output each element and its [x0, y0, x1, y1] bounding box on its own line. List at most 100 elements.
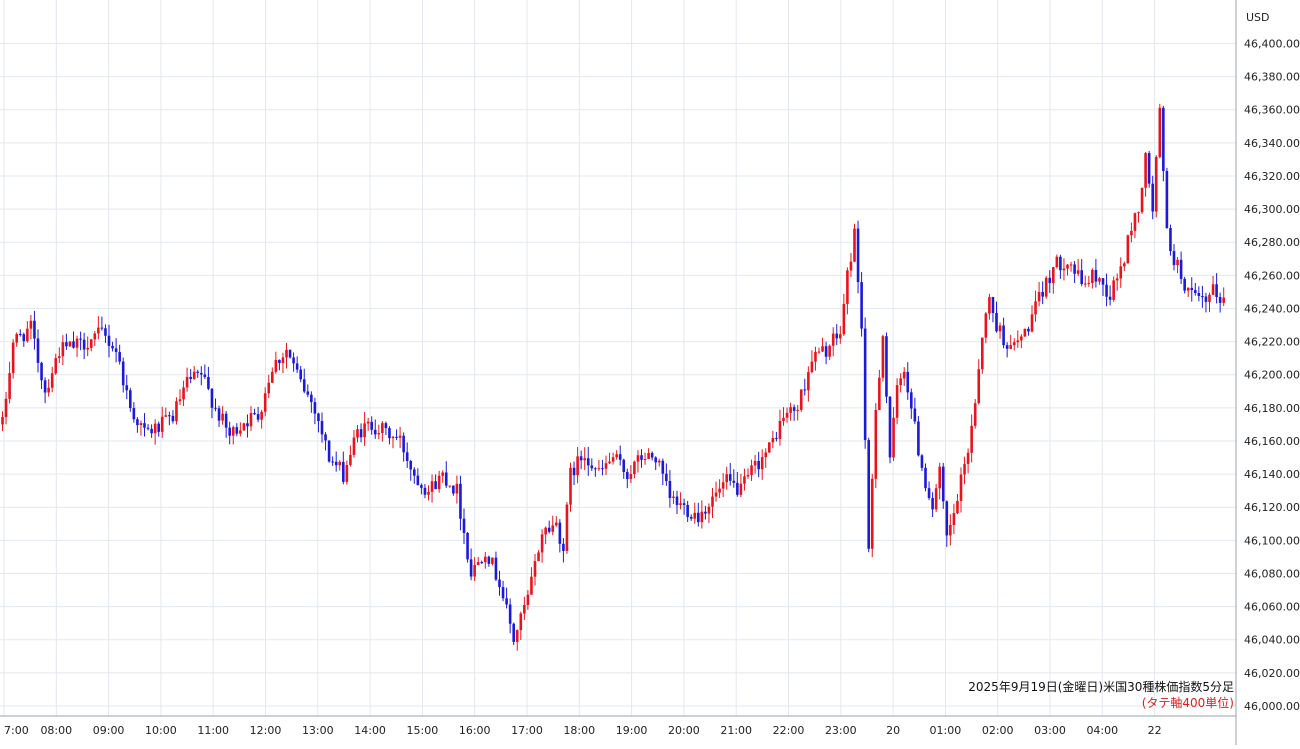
candle	[952, 503, 956, 535]
candle-body	[537, 552, 540, 562]
candle	[164, 407, 168, 418]
candle	[945, 500, 949, 547]
candle-body	[750, 465, 753, 475]
candle	[512, 622, 515, 646]
candle	[86, 336, 89, 357]
candle	[732, 469, 736, 488]
candle-body	[1215, 284, 1218, 298]
candle	[405, 442, 409, 468]
grid	[0, 0, 1236, 716]
candle-body	[473, 565, 476, 577]
candle-body	[338, 461, 342, 466]
candle-body	[881, 336, 885, 378]
candle-body	[977, 369, 981, 404]
candle	[594, 467, 597, 477]
candle	[498, 570, 501, 596]
candle	[36, 329, 40, 373]
candle-body	[949, 524, 952, 536]
time-tick-label: 11:00	[197, 724, 229, 737]
candle	[317, 412, 320, 433]
candle-body	[576, 456, 579, 476]
candle-body	[281, 357, 285, 364]
candle-body	[679, 503, 682, 506]
candle-body	[420, 485, 423, 488]
candle	[192, 366, 196, 380]
candle-body	[590, 465, 594, 469]
candle-body	[1, 417, 4, 425]
candle-body	[856, 228, 860, 283]
candle	[533, 554, 537, 586]
candle-body	[1208, 294, 1211, 302]
candle	[824, 341, 828, 365]
candle-body	[22, 334, 26, 342]
candle	[931, 492, 934, 518]
price-tick-label: 46,020.00	[1244, 667, 1300, 680]
candle	[924, 463, 927, 492]
time-tick-label: 23:00	[825, 724, 857, 737]
candle-body	[65, 342, 68, 347]
candle-body	[118, 352, 121, 362]
candle-body	[235, 427, 239, 434]
candle-body	[1027, 328, 1030, 332]
candle	[775, 431, 778, 442]
candle	[427, 485, 430, 501]
candle-body	[1055, 256, 1059, 268]
candle	[363, 411, 366, 446]
candle-body	[1041, 291, 1044, 297]
candle	[682, 498, 686, 515]
candle	[1179, 251, 1183, 285]
candle-body	[849, 261, 853, 271]
candle	[50, 366, 54, 393]
candle-body	[796, 409, 799, 411]
candle	[721, 473, 725, 498]
candle	[750, 459, 753, 481]
candle	[455, 475, 459, 504]
candle-body	[1154, 156, 1158, 212]
candle	[8, 361, 11, 404]
candle-body	[1151, 183, 1154, 212]
candle-body	[430, 481, 434, 492]
candle	[278, 359, 281, 371]
candle-body	[1069, 264, 1073, 266]
candle	[501, 580, 505, 602]
candle-body	[693, 512, 697, 519]
candle	[842, 293, 846, 336]
candle	[998, 322, 1002, 339]
candle	[306, 384, 310, 398]
candle-body	[249, 413, 253, 427]
candle	[508, 598, 512, 634]
candle-body	[434, 481, 437, 490]
candle-body	[867, 440, 870, 549]
candle-body	[423, 487, 427, 495]
candle-body	[821, 346, 824, 352]
candle	[835, 324, 839, 346]
candle	[1030, 305, 1034, 333]
candle	[242, 422, 246, 431]
candle-body	[466, 532, 469, 560]
candle-body	[565, 504, 569, 551]
candle	[686, 500, 689, 522]
candle-body	[267, 382, 271, 394]
candle-body	[129, 390, 132, 409]
candle	[1094, 258, 1098, 288]
candle-body	[910, 392, 913, 409]
candle-body	[934, 488, 938, 510]
candle	[586, 446, 590, 476]
time-axis: 7:00 08:00 09:00 10:00 11:00 12:00 13:00 14:00 1…	[4, 724, 1162, 737]
candle	[601, 459, 604, 476]
candle-body	[452, 485, 455, 494]
candle-body	[146, 427, 150, 429]
candle-body	[526, 594, 530, 606]
candle	[494, 551, 498, 582]
candle-body	[523, 605, 526, 614]
candle	[1140, 187, 1144, 215]
candle-body	[572, 467, 576, 476]
candle	[760, 449, 764, 480]
candle	[1194, 282, 1197, 296]
candle	[1169, 224, 1172, 256]
candle-body	[260, 411, 263, 420]
candle-body	[778, 420, 782, 439]
candle	[221, 406, 224, 425]
candle-body	[810, 361, 814, 373]
candle	[402, 432, 405, 462]
